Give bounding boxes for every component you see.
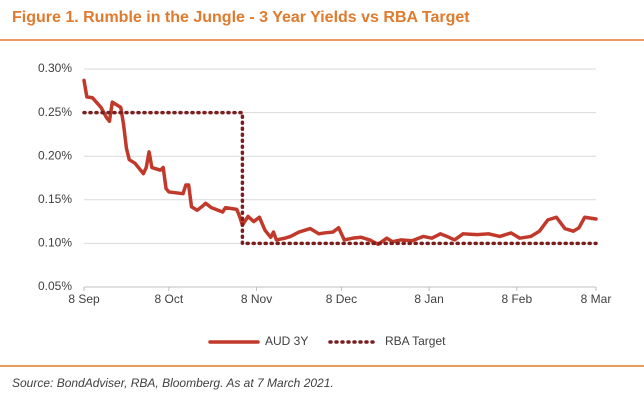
series-line [82, 78, 598, 247]
y-tick-label: 0.10% [38, 236, 72, 250]
x-tick-label: 8 Nov [241, 292, 272, 306]
y-tick-label: 0.30% [38, 61, 72, 75]
legend-label: AUD 3Y [265, 334, 308, 348]
x-tick-label: 8 Feb [501, 292, 532, 306]
x-tick-label: 8 Oct [155, 292, 184, 306]
x-tick-label: 8 Sep [68, 292, 100, 306]
x-tick-label: 8 Jan [414, 292, 443, 306]
x-tick-label: 8 Mar [581, 292, 612, 306]
y-tick-label: 0.20% [38, 148, 72, 162]
chart-title: Figure 1. Rumble in the Jungle - 3 Year … [12, 9, 470, 26]
y-tick-label: 0.15% [38, 192, 72, 206]
x-tick-label: 8 Dec [326, 292, 357, 306]
y-tick-label: 0.25% [38, 105, 72, 119]
legend-label: RBA Target [385, 334, 446, 348]
series-line [82, 110, 598, 246]
source-note: Source: BondAdviser, RBA, Bloomberg. As … [12, 376, 334, 390]
y-tick-label: 0.05% [38, 279, 72, 293]
